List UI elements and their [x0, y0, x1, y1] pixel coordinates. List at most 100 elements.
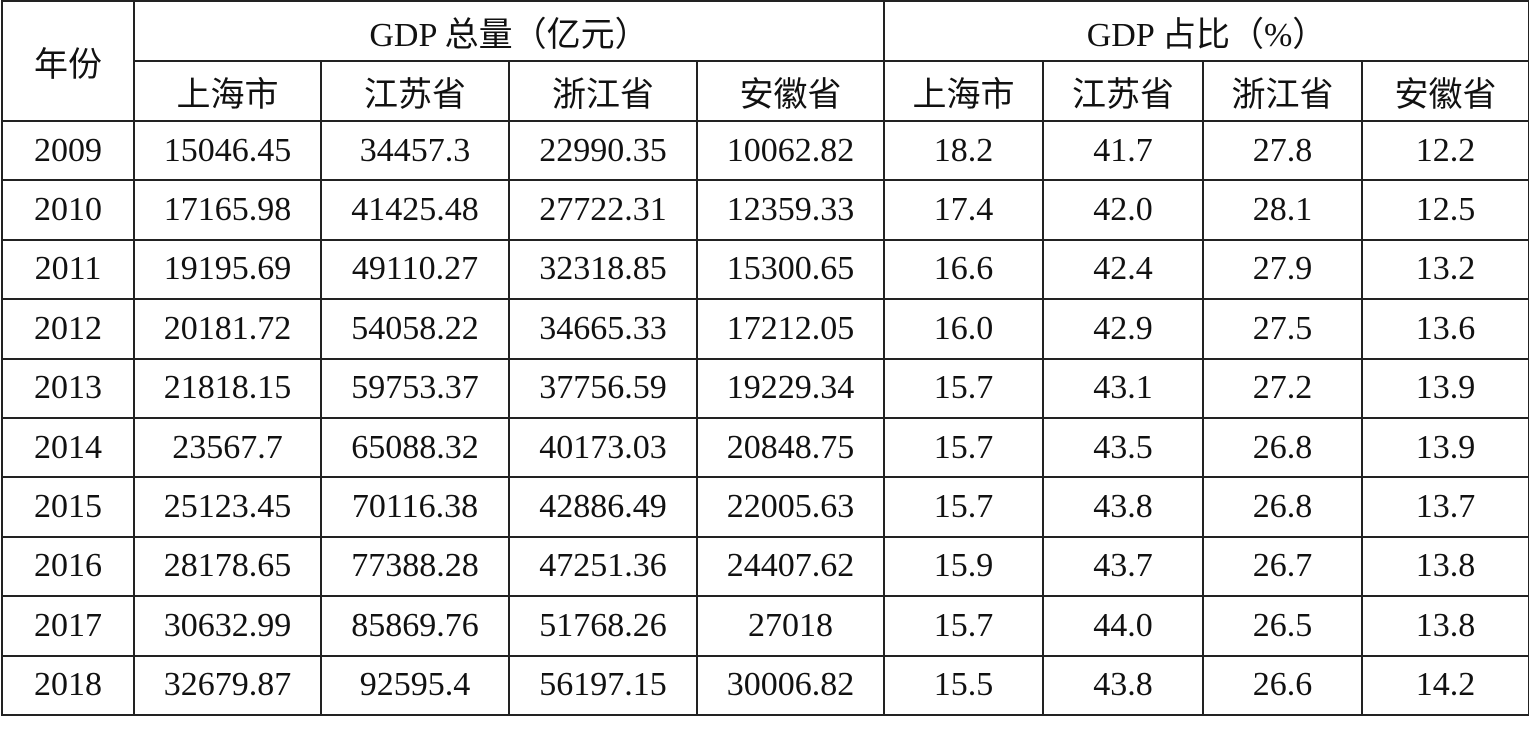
- value-cell: 47251.36: [508, 535, 698, 598]
- value-cell: 13.8: [1361, 535, 1529, 598]
- value-cell: 12359.33: [695, 179, 886, 241]
- value-cell: 43.8: [1042, 476, 1205, 538]
- value-cell: 37756.59: [508, 357, 698, 419]
- value-cell: 43.1: [1042, 357, 1205, 419]
- value-cell: 59753.37: [320, 357, 510, 419]
- header-row: 上海市 江苏省 浙江省 安徽省 上海市 江苏省 浙江省 安徽省: [2, 60, 1529, 122]
- data-row: 2013 21818.15 59753.37 37756.59 19229.34 15.7…: [1, 357, 1529, 419]
- value-cell: 14.2: [1361, 654, 1529, 716]
- value-cell: 54058.22: [320, 298, 510, 360]
- value-cell: 15300.65: [695, 238, 886, 301]
- value-cell: 15.7: [883, 595, 1045, 657]
- value-cell: 15.7: [883, 357, 1045, 419]
- value-cell: 27018: [695, 595, 886, 657]
- value-cell: 27.2: [1202, 357, 1364, 419]
- value-cell: 21818.15: [133, 357, 322, 419]
- value-cell: 15.7: [883, 416, 1045, 479]
- data-row: 2016 28178.65 77388.28 47251.36 24407.62 15.9…: [1, 535, 1529, 598]
- column-header: 上海市: [883, 60, 1045, 122]
- value-cell: 20848.75: [695, 416, 886, 479]
- value-cell: 26.8: [1202, 416, 1364, 479]
- data-row: 2011 19195.69 49110.27 32318.85 15300.65 16.6…: [1, 238, 1529, 301]
- value-cell: 16.0: [883, 298, 1045, 360]
- value-cell: 26.7: [1202, 535, 1364, 598]
- value-cell: 42.0: [1042, 179, 1205, 241]
- value-cell: 43.8: [1042, 654, 1205, 716]
- value-cell: 26.5: [1202, 595, 1364, 657]
- value-cell: 19195.69: [133, 238, 322, 301]
- group-header: GDP 占比（%）: [883, 0, 1529, 62]
- value-cell: 27.8: [1202, 119, 1364, 182]
- value-cell: 51768.26: [508, 595, 698, 657]
- value-cell: 26.8: [1202, 476, 1364, 538]
- gdp-table: 年份 GDP 总量（亿元） GDP 占比（%） 上海市 江苏省 浙江省 安徽省 上海市 江苏省浙…: [1, 0, 1529, 716]
- column-header: 安徽省: [695, 60, 886, 122]
- value-cell: 41425.48: [320, 179, 510, 241]
- value-cell: 27722.31: [508, 179, 698, 241]
- value-cell: 17.4: [883, 179, 1045, 241]
- value-cell: 24407.62: [695, 535, 886, 598]
- value-cell: 17165.98: [133, 179, 322, 241]
- value-cell: 92595.4: [320, 654, 510, 716]
- data-row: 2017 30632.99 85869.76 51768.26 27018 15.7 44.…: [1, 595, 1529, 657]
- value-cell: 43.7: [1042, 535, 1205, 598]
- value-cell: 42.9: [1042, 298, 1205, 360]
- value-cell: 41.7: [1042, 119, 1205, 182]
- column-header: 浙江省: [508, 60, 698, 122]
- value-cell: 40173.03: [508, 416, 698, 479]
- corner-header: 年份: [1, 0, 135, 122]
- data-row: 2014 23567.7 65088.32 40173.03 20848.75 15.7 4…: [1, 416, 1529, 479]
- value-cell: 13.9: [1361, 357, 1529, 419]
- value-cell: 12.2: [1361, 119, 1529, 182]
- value-cell: 13.9: [1361, 416, 1529, 479]
- value-cell: 44.0: [1042, 595, 1205, 657]
- value-cell: 28178.65: [133, 535, 322, 598]
- header-row: 年份 GDP 总量（亿元） GDP 占比（%）: [1, 0, 1529, 122]
- group-header: GDP 总量（亿元）: [132, 0, 886, 62]
- data-row: 2009 15046.45 34457.3 22990.35 10062.82 18.2 4…: [1, 119, 1529, 182]
- value-cell: 18.2: [883, 119, 1045, 182]
- value-cell: 13.7: [1361, 476, 1529, 538]
- data-row: 2018 32679.87 92595.4 56197.15 30006.82 15.5 4…: [1, 654, 1529, 716]
- value-cell: 15.7: [883, 476, 1045, 538]
- value-cell: 42886.49: [508, 476, 698, 538]
- value-cell: 13.8: [1361, 595, 1529, 657]
- year-cell: 2015: [1, 476, 135, 538]
- value-cell: 70116.38: [320, 476, 510, 538]
- value-cell: 15046.45: [133, 119, 322, 182]
- column-header: 浙江省: [1202, 60, 1364, 122]
- data-row: 2012 20181.72 54058.22 34665.33 17212.05 16.0…: [1, 298, 1529, 360]
- value-cell: 85869.76: [320, 595, 510, 657]
- value-cell: 22990.35: [508, 119, 698, 182]
- value-cell: 25123.45: [133, 476, 322, 538]
- value-cell: 77388.28: [320, 535, 510, 598]
- value-cell: 20181.72: [133, 298, 322, 360]
- column-header: 安徽省: [1361, 60, 1529, 122]
- year-cell: 2012: [1, 298, 135, 360]
- value-cell: 42.4: [1042, 238, 1205, 301]
- value-cell: 19229.34: [695, 357, 886, 419]
- value-cell: 65088.32: [320, 416, 510, 479]
- value-cell: 15.9: [883, 535, 1045, 598]
- column-header: 江苏省: [1042, 60, 1205, 122]
- column-header: 上海市: [133, 60, 322, 122]
- data-row: 2010 17165.98 41425.48 27722.31 12359.33 17.4…: [1, 179, 1529, 241]
- value-cell: 30006.82: [695, 654, 886, 716]
- value-cell: 28.1: [1202, 179, 1364, 241]
- value-cell: 13.2: [1361, 238, 1529, 301]
- value-cell: 27.9: [1202, 238, 1364, 301]
- year-cell: 2016: [1, 535, 135, 598]
- value-cell: 32679.87: [133, 654, 322, 716]
- value-cell: 26.6: [1202, 654, 1364, 716]
- value-cell: 27.5: [1202, 298, 1364, 360]
- value-cell: 32318.85: [508, 238, 698, 301]
- year-cell: 2011: [1, 238, 135, 301]
- value-cell: 15.5: [883, 654, 1045, 716]
- value-cell: 10062.82: [695, 119, 886, 182]
- year-cell: 2014: [1, 416, 135, 479]
- value-cell: 23567.7: [133, 416, 322, 479]
- column-header: 江苏省: [320, 60, 510, 122]
- value-cell: 49110.27: [320, 238, 510, 301]
- value-cell: 16.6: [883, 238, 1045, 301]
